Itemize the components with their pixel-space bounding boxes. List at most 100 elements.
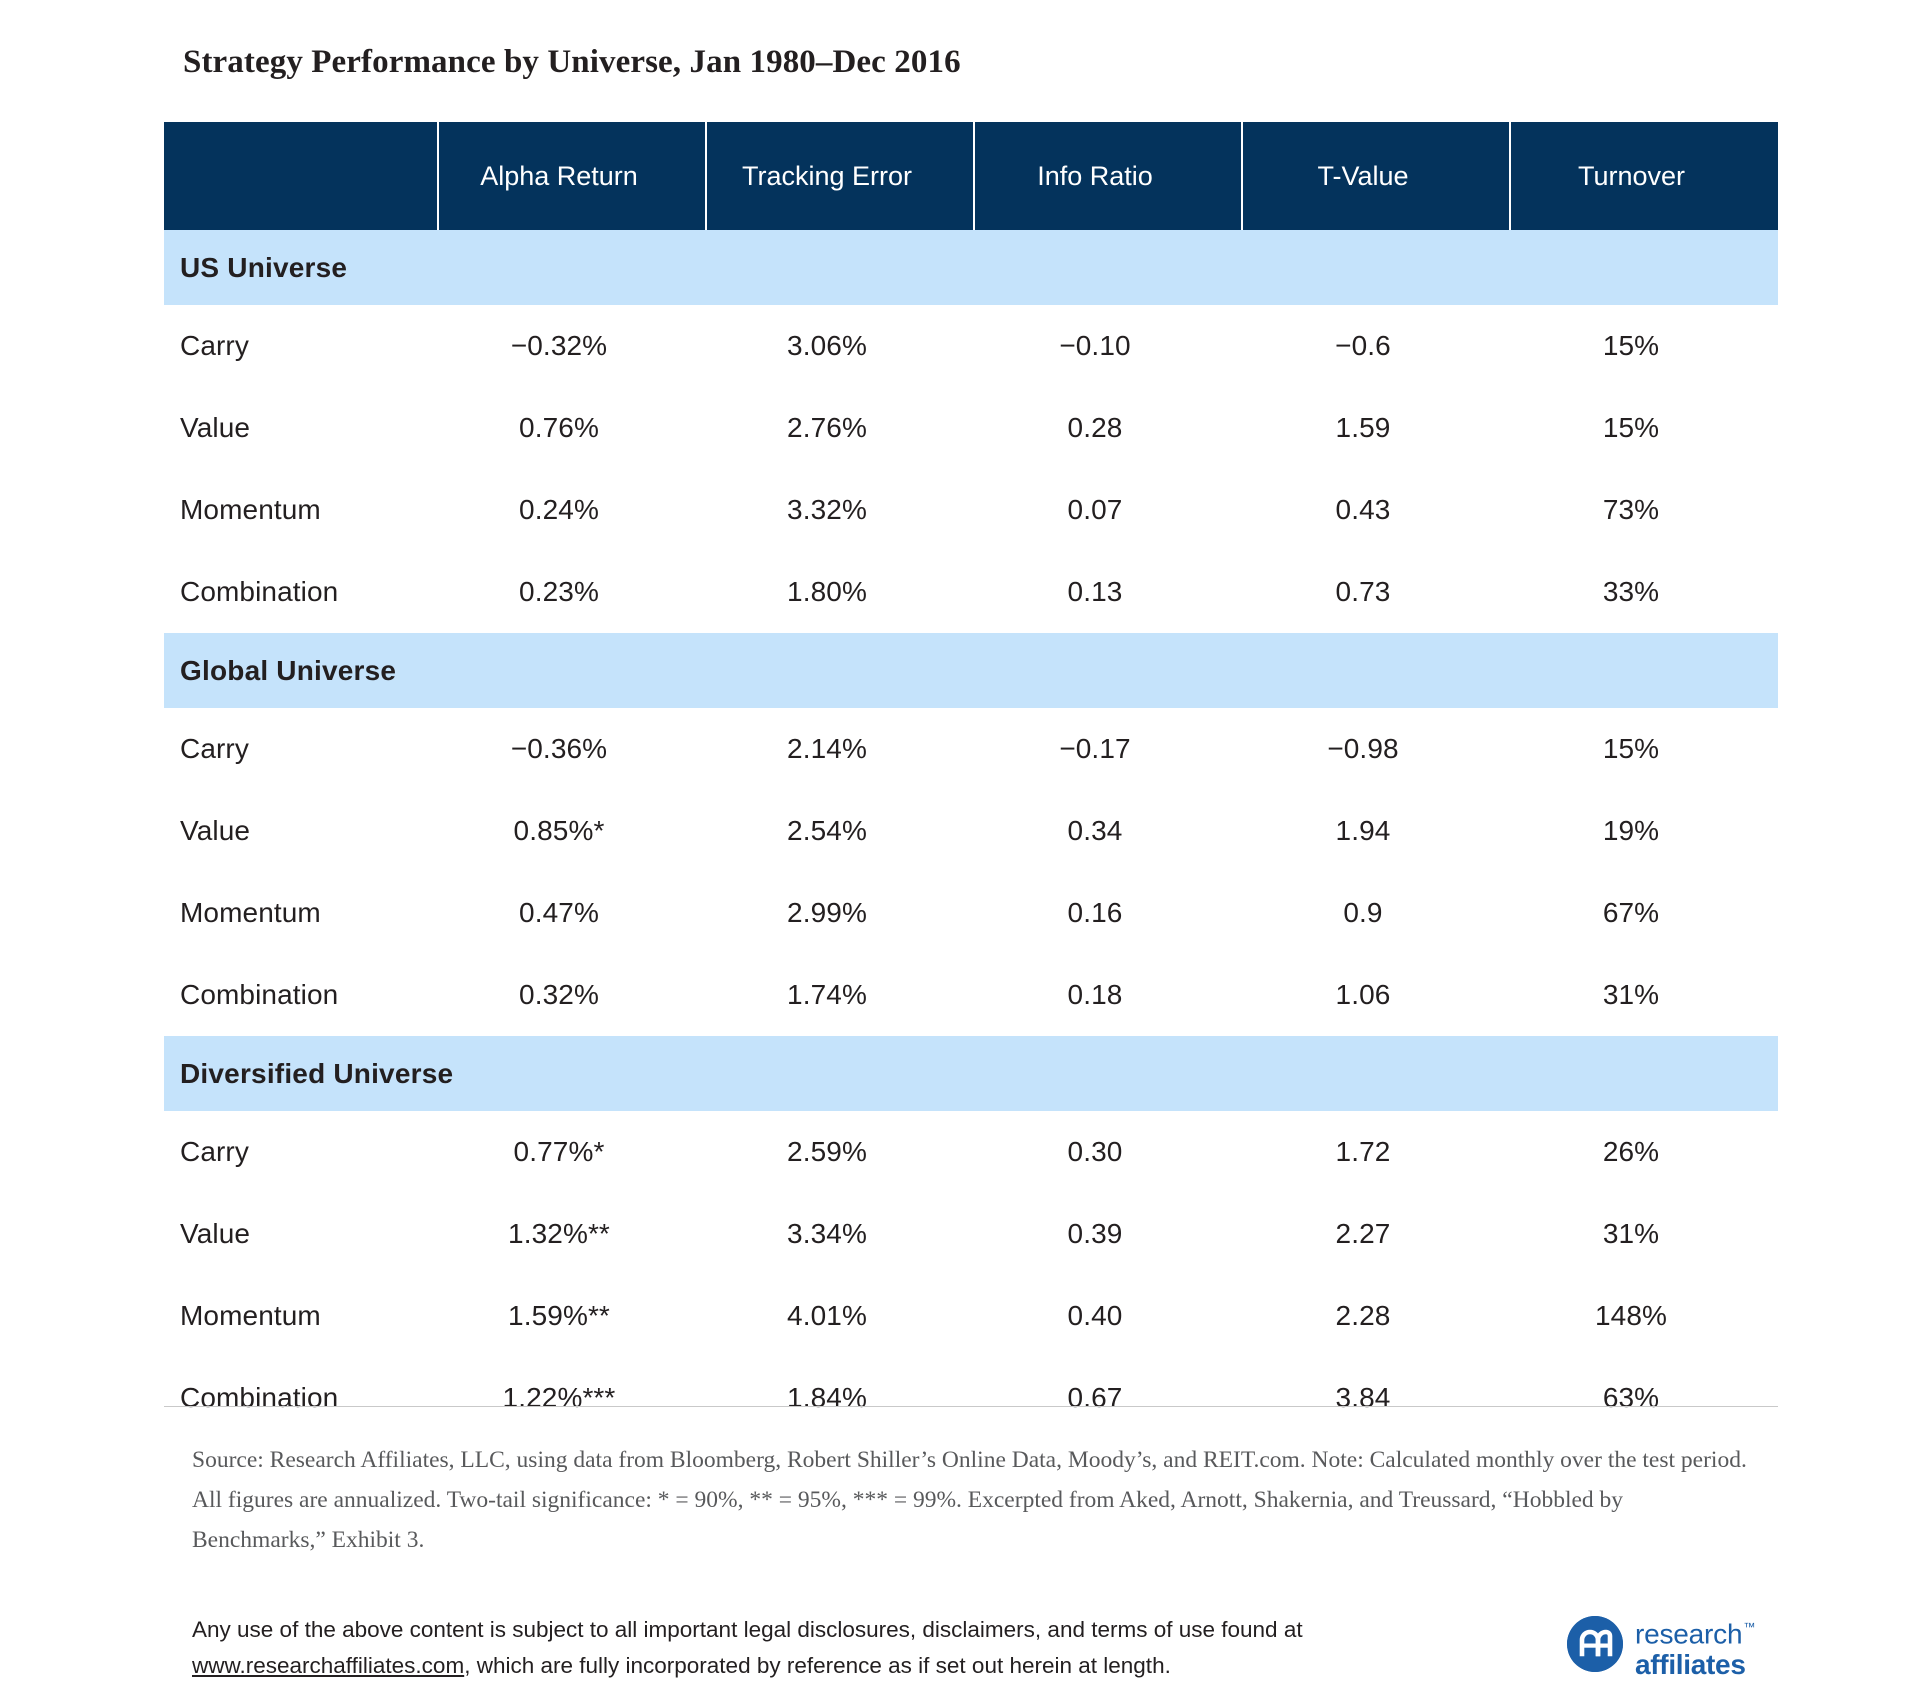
section-label-diversified-universe: Diversified Universe [164, 1036, 1778, 1111]
logo-line-1: research™ [1635, 1614, 1755, 1649]
cell-alpha-return: −0.36% [438, 708, 706, 790]
source-note: Source: Research Affiliates, LLC, using … [192, 1447, 1747, 1553]
row-label: Combination [164, 954, 438, 1036]
logo-line-2: affiliates [1635, 1649, 1746, 1681]
table-row: Value 1.32%** 3.34% 0.39 2.27 31% [164, 1193, 1778, 1275]
cell-tracking-error: 3.06% [706, 305, 974, 387]
cell-turnover: 31% [1510, 954, 1778, 1036]
cell-tracking-error: 1.74% [706, 954, 974, 1036]
cell-turnover: 15% [1510, 305, 1778, 387]
column-header-alpha-return: Alpha Return [438, 122, 707, 230]
table-row: Combination 1.22%*** 1.84% 0.67 3.84 63% [164, 1357, 1778, 1439]
cell-info-ratio: 0.34 [974, 790, 1242, 872]
researchaffiliates-link[interactable]: www.researchaffiliates.com [192, 1653, 465, 1678]
cell-tracking-error: 4.01% [706, 1275, 974, 1357]
cell-tracking-error: 1.80% [706, 551, 974, 633]
divider [164, 1406, 1778, 1407]
row-label: Value [164, 1193, 438, 1275]
table-row: Combination 0.23% 1.80% 0.13 0.73 33% [164, 551, 1778, 633]
cell-t-value: 0.43 [1242, 469, 1510, 551]
cell-info-ratio: 0.18 [974, 954, 1242, 1036]
cell-alpha-return: 1.22%*** [438, 1357, 706, 1439]
cell-t-value: 0.73 [1242, 551, 1510, 633]
legal-footer-line-1: Any use of the above content is subject … [192, 1617, 1303, 1642]
cell-alpha-return: 1.32%** [438, 1193, 706, 1275]
section-header-row: Diversified Universe [164, 1036, 1778, 1111]
cell-tracking-error: 2.59% [706, 1111, 974, 1193]
cell-info-ratio: −0.17 [974, 708, 1242, 790]
cell-turnover: 33% [1510, 551, 1778, 633]
cell-info-ratio: 0.30 [974, 1111, 1242, 1193]
table-header: Alpha Return Tracking Error Info Ratio T… [164, 122, 1778, 230]
row-label: Combination [164, 551, 438, 633]
cell-info-ratio: 0.39 [974, 1193, 1242, 1275]
table-header-row: Alpha Return Tracking Error Info Ratio T… [164, 122, 1778, 230]
cell-t-value: 1.72 [1242, 1111, 1510, 1193]
row-label: Momentum [164, 469, 438, 551]
table-row: Momentum 0.24% 3.32% 0.07 0.43 73% [164, 469, 1778, 551]
section-header-row: US Universe [164, 230, 1778, 305]
cell-alpha-return: 0.85%* [438, 790, 706, 872]
cell-info-ratio: 0.07 [974, 469, 1242, 551]
cell-tracking-error: 2.54% [706, 790, 974, 872]
research-affiliates-wordmark: research™ affiliates [1635, 1614, 1755, 1681]
table-row: Momentum 1.59%** 4.01% 0.40 2.28 148% [164, 1275, 1778, 1357]
cell-alpha-return: 0.47% [438, 872, 706, 954]
cell-info-ratio: 0.16 [974, 872, 1242, 954]
cell-t-value: 2.27 [1242, 1193, 1510, 1275]
row-label: Carry [164, 1111, 438, 1193]
row-label: Value [164, 790, 438, 872]
performance-table-container: Alpha Return Tracking Error Info Ratio T… [164, 122, 1778, 1439]
column-header-turnover: Turnover [1510, 122, 1778, 230]
legal-footer-line-2: , which are fully incorporated by refere… [464, 1653, 1171, 1678]
section-label-us-universe: US Universe [164, 230, 1778, 305]
cell-tracking-error: 1.84% [706, 1357, 974, 1439]
column-header-t-value: T-Value [1242, 122, 1511, 230]
cell-turnover: 15% [1510, 708, 1778, 790]
cell-turnover: 148% [1510, 1275, 1778, 1357]
row-label: Value [164, 387, 438, 469]
cell-alpha-return: 1.59%** [438, 1275, 706, 1357]
research-affiliates-logo: research™ affiliates [1567, 1614, 1781, 1680]
cell-turnover: 15% [1510, 387, 1778, 469]
cell-t-value: 1.59 [1242, 387, 1510, 469]
section-label-global-universe: Global Universe [164, 633, 1778, 708]
cell-t-value: −0.98 [1242, 708, 1510, 790]
cell-alpha-return: 0.32% [438, 954, 706, 1036]
row-label: Carry [164, 305, 438, 387]
cell-t-value: −0.6 [1242, 305, 1510, 387]
research-affiliates-mark-icon [1567, 1616, 1623, 1672]
column-header-info-ratio: Info Ratio [974, 122, 1243, 230]
legal-footer: Any use of the above content is subject … [192, 1612, 1372, 1684]
cell-info-ratio: 0.28 [974, 387, 1242, 469]
cell-info-ratio: −0.10 [974, 305, 1242, 387]
page-title: Strategy Performance by Universe, Jan 19… [183, 44, 961, 80]
row-label: Momentum [164, 1275, 438, 1357]
cell-turnover: 73% [1510, 469, 1778, 551]
cell-t-value: 1.94 [1242, 790, 1510, 872]
cell-turnover: 63% [1510, 1357, 1778, 1439]
cell-info-ratio: 0.40 [974, 1275, 1242, 1357]
cell-alpha-return: 0.23% [438, 551, 706, 633]
table-row: Carry 0.77%* 2.59% 0.30 1.72 26% [164, 1111, 1778, 1193]
cell-t-value: 1.06 [1242, 954, 1510, 1036]
table-row: Carry −0.36% 2.14% −0.17 −0.98 15% [164, 708, 1778, 790]
cell-t-value: 2.28 [1242, 1275, 1510, 1357]
performance-table: Alpha Return Tracking Error Info Ratio T… [164, 122, 1778, 1439]
cell-alpha-return: 0.77%* [438, 1111, 706, 1193]
column-header-blank [164, 122, 439, 230]
row-label: Combination [164, 1357, 438, 1439]
table-row: Combination 0.32% 1.74% 0.18 1.06 31% [164, 954, 1778, 1036]
cell-tracking-error: 3.32% [706, 469, 974, 551]
section-header-row: Global Universe [164, 633, 1778, 708]
cell-info-ratio: 0.67 [974, 1357, 1242, 1439]
cell-turnover: 26% [1510, 1111, 1778, 1193]
cell-t-value: 3.84 [1242, 1357, 1510, 1439]
cell-t-value: 0.9 [1242, 872, 1510, 954]
row-label: Carry [164, 708, 438, 790]
cell-turnover: 67% [1510, 872, 1778, 954]
table-row: Value 0.76% 2.76% 0.28 1.59 15% [164, 387, 1778, 469]
cell-turnover: 19% [1510, 790, 1778, 872]
cell-tracking-error: 2.14% [706, 708, 974, 790]
